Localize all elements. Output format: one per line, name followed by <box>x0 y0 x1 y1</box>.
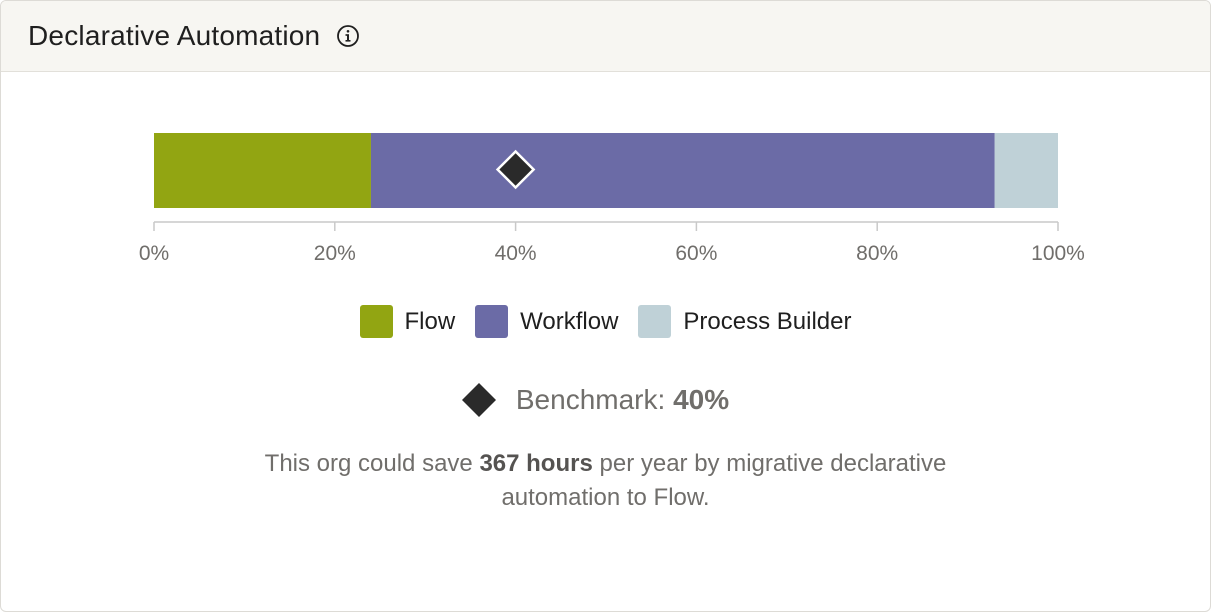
chart-area: 0% 20% 40% 60% 80% 100% <box>1 72 1210 302</box>
savings-text: This org could save 367 hours per year b… <box>1 447 1210 515</box>
chart-legend: Flow Workflow Process Builder <box>1 305 1210 338</box>
info-circle-icon[interactable] <box>336 24 360 48</box>
legend-label: Workflow <box>520 307 619 335</box>
x-tick-label: 40% <box>495 242 537 265</box>
x-tick-label: 20% <box>314 242 356 265</box>
card-title: Declarative Automation <box>28 20 321 51</box>
legend-item-process-builder: Process Builder <box>638 305 852 338</box>
bar-segment-process-builder[interactable] <box>994 133 1058 208</box>
legend-swatch-workflow <box>475 305 509 338</box>
legend-item-flow: Flow <box>359 305 456 338</box>
legend-swatch-process-builder <box>638 305 672 338</box>
benchmark-marker[interactable] <box>495 149 536 190</box>
bar-segment-workflow[interactable] <box>370 133 995 208</box>
legend-label: Process Builder <box>683 307 852 335</box>
x-tick-label: 80% <box>856 242 898 265</box>
bar-segment-flow[interactable] <box>154 133 371 208</box>
savings-part2: per year by migrative declarative <box>599 450 947 477</box>
card-header: Declarative Automation <box>1 1 1210 72</box>
x-tick-label: 100% <box>1031 242 1085 265</box>
benchmark-row: Benchmark: 40% <box>1 381 1210 419</box>
benchmark-value: 40% <box>673 384 730 415</box>
benchmark-prefix: Benchmark: <box>515 384 666 415</box>
savings-hours: 367 hours <box>479 450 593 477</box>
legend-swatch-flow <box>359 305 393 338</box>
savings-part1: This org could save <box>264 450 473 477</box>
savings-part3: automation to Flow. <box>501 484 710 511</box>
legend-item-workflow: Workflow <box>475 305 618 338</box>
benchmark-label: Benchmark: 40% <box>516 384 729 416</box>
x-tick-label: 60% <box>675 242 717 265</box>
x-tick-label: 0% <box>139 242 169 265</box>
benchmark-diamond-icon <box>461 383 496 417</box>
legend-label: Flow <box>404 307 456 335</box>
stacked-bar-chart: 0% 20% 40% 60% 80% 100% <box>139 133 1085 265</box>
